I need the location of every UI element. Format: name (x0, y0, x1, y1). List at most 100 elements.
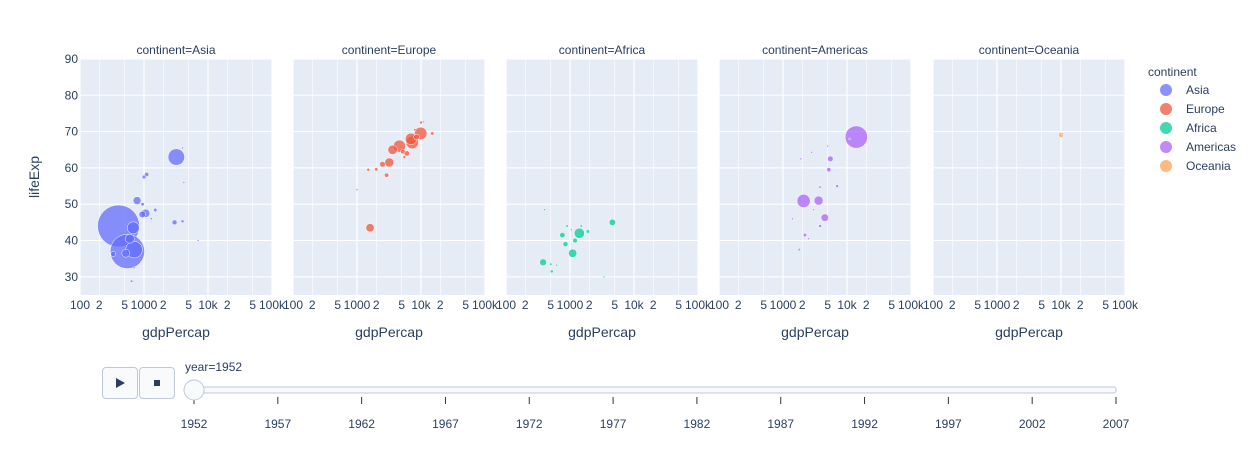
slider-step-label[interactable]: 1997 (935, 417, 962, 431)
data-point[interactable] (844, 125, 868, 149)
data-point[interactable] (110, 251, 116, 257)
legend-item-africa[interactable]: Africa (1160, 121, 1217, 135)
data-point[interactable] (562, 241, 569, 247)
data-point[interactable] (585, 229, 590, 234)
data-point[interactable] (121, 249, 131, 258)
data-point[interactable] (848, 137, 851, 141)
slider-step-label[interactable]: 1992 (851, 417, 878, 431)
slider-handle[interactable] (183, 379, 205, 401)
data-point[interactable] (572, 237, 578, 244)
data-point[interactable] (355, 188, 359, 191)
data-point[interactable] (365, 223, 375, 233)
data-point[interactable] (570, 228, 573, 231)
year-slider[interactable]: 1952 1957 1962 1967 1972 1977 1982 1987 1992 1997… (181, 379, 1130, 431)
data-point[interactable] (799, 157, 803, 161)
data-point[interactable] (413, 133, 420, 141)
data-point[interactable] (366, 167, 371, 172)
data-point[interactable] (565, 224, 569, 228)
data-point[interactable] (374, 167, 379, 172)
plot-area (933, 59, 1125, 295)
slider-step-label[interactable]: 1972 (516, 417, 543, 431)
data-point[interactable] (171, 219, 178, 226)
legend-item-oceania[interactable]: Oceania (1160, 159, 1231, 173)
slider-step-label[interactable]: 1967 (432, 417, 459, 431)
data-point[interactable] (559, 232, 566, 239)
legend-item-asia[interactable]: Asia (1160, 83, 1210, 97)
data-point[interactable] (181, 146, 184, 150)
data-point[interactable] (379, 161, 386, 168)
x-tick-label: 5 (462, 298, 469, 312)
data-point[interactable] (579, 224, 583, 228)
data-point[interactable] (818, 185, 822, 189)
data-point[interactable] (826, 144, 829, 148)
legend-item-europe[interactable]: Europe (1160, 102, 1225, 116)
data-point[interactable] (568, 248, 578, 258)
slider-step-label[interactable]: 1962 (348, 417, 375, 431)
data-point[interactable] (820, 213, 829, 222)
data-point[interactable] (138, 210, 146, 218)
slider-step-label[interactable]: 2007 (1103, 417, 1130, 431)
data-point[interactable] (384, 157, 395, 168)
data-point[interactable] (153, 208, 158, 213)
x-tick-label: 2 (437, 298, 444, 312)
data-point[interactable] (149, 217, 153, 221)
data-point[interactable] (550, 269, 554, 274)
data-point[interactable] (167, 148, 185, 166)
data-point[interactable] (422, 120, 425, 124)
data-point[interactable] (549, 262, 553, 266)
data-point[interactable] (140, 202, 145, 207)
slider-step-label[interactable]: 1957 (264, 417, 291, 431)
x-tick-label: 5 (824, 298, 831, 312)
x-axis-title: gdpPercap (142, 324, 210, 340)
slider-step-label[interactable]: 1987 (767, 417, 794, 431)
slider-step-label[interactable]: 2002 (1019, 417, 1046, 431)
data-point[interactable] (126, 221, 140, 235)
data-point[interactable] (180, 219, 185, 224)
data-point[interactable] (818, 224, 822, 228)
data-point[interactable] (402, 155, 407, 159)
data-point[interactable] (539, 258, 547, 267)
data-point[interactable] (1061, 132, 1064, 136)
data-point[interactable] (196, 239, 200, 242)
play-button[interactable] (102, 367, 138, 399)
data-point[interactable] (430, 131, 435, 136)
data-point[interactable] (802, 233, 807, 238)
data-point[interactable] (141, 174, 147, 180)
facet-africa: 100 2 5 1000 2 5 10k 2 5 100kcontinent=AfricagdpP… (496, 43, 712, 340)
x-tick-label: 2 (224, 298, 231, 312)
data-point[interactable] (812, 208, 815, 211)
data-point[interactable] (387, 144, 398, 155)
data-point[interactable] (797, 248, 801, 252)
data-point[interactable] (419, 120, 423, 125)
data-point[interactable] (400, 148, 406, 155)
x-tick-label: 5 (675, 298, 682, 312)
data-point[interactable] (810, 151, 813, 154)
data-point[interactable] (543, 208, 546, 211)
data-point[interactable] (813, 195, 824, 206)
x-tick-label: 100k (685, 298, 712, 312)
data-point[interactable] (132, 196, 142, 205)
data-point[interactable] (555, 263, 558, 267)
data-point[interactable] (384, 172, 390, 178)
data-point[interactable] (602, 275, 606, 279)
data-point[interactable] (182, 181, 186, 184)
slider-rail[interactable] (193, 386, 1117, 394)
slider-step-label[interactable]: 1982 (684, 417, 711, 431)
data-point[interactable] (125, 233, 135, 244)
data-point[interactable] (807, 237, 810, 240)
data-point[interactable] (132, 266, 136, 270)
data-point[interactable] (573, 227, 585, 239)
data-point[interactable] (827, 155, 834, 162)
stop-icon (154, 380, 160, 386)
stop-button[interactable] (139, 367, 175, 399)
data-point[interactable] (791, 217, 794, 221)
data-point[interactable] (413, 128, 417, 132)
data-point[interactable] (130, 279, 134, 283)
slider-step-label[interactable]: 1977 (600, 417, 627, 431)
data-point[interactable] (835, 184, 839, 188)
legend-item-americas[interactable]: Americas (1160, 140, 1236, 154)
data-point[interactable] (826, 167, 832, 173)
slider-step-label[interactable]: 1952 (181, 417, 208, 431)
data-point[interactable] (796, 194, 811, 208)
data-point[interactable] (608, 218, 616, 226)
